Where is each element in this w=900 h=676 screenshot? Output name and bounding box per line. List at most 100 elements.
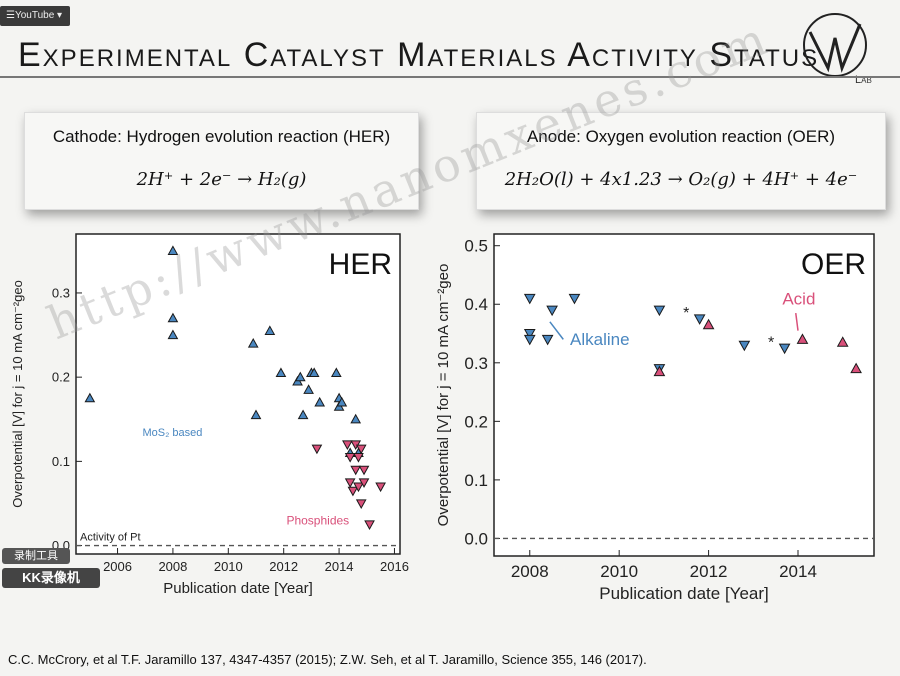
plot-frame (75, 233, 401, 555)
y-tick-label: 0.1 (52, 454, 70, 469)
acid-point (796, 333, 809, 344)
alkaline-point (546, 305, 558, 317)
phosphides-point (311, 444, 323, 455)
mos2-point (250, 409, 262, 420)
mos2-point (275, 367, 287, 378)
x-axis-label: Publication date [Year] (599, 584, 769, 603)
mos2-point (247, 337, 259, 348)
title-divider (0, 76, 900, 78)
y-tick-label: 0.1 (464, 471, 488, 490)
acid-arrow (795, 312, 799, 331)
y-tick-label: 0.3 (464, 354, 488, 373)
y-tick-label: 0.2 (52, 370, 70, 385)
alkaline-point (523, 334, 536, 346)
mos2-point (167, 312, 179, 323)
phosphides-point (344, 478, 356, 488)
asterisk-marker: * (768, 334, 774, 351)
mos2-point (330, 367, 342, 378)
chevron-down-icon: ▾ (57, 10, 63, 21)
alkaline-point (541, 334, 554, 346)
lab-logo (803, 13, 867, 77)
phosphides-point (375, 482, 386, 493)
mos2-point (294, 371, 306, 382)
y-tick-label: 0.2 (464, 412, 488, 431)
y-axis-label: Overpotential [V] for j = 10 mA cm⁻²geo (435, 264, 452, 527)
phosphides-point (364, 520, 375, 531)
phosphides-point (342, 440, 353, 451)
mos2-point (264, 325, 276, 335)
mos2-point (84, 392, 96, 403)
slide-title: Experimental Catalyst Materials Activity… (18, 36, 820, 74)
x-tick-label: 2016 (380, 559, 409, 574)
logo-circle (803, 13, 867, 77)
x-tick-label: 2010 (214, 559, 243, 574)
acid-point (702, 318, 715, 330)
phosphides-point (344, 453, 356, 463)
x-tick-label: 2008 (158, 559, 187, 574)
x-tick-label: 2010 (600, 562, 638, 581)
her-reaction-box: Cathode: Hydrogen evolution reaction (HE… (24, 112, 419, 210)
phosphides-point (353, 453, 364, 463)
phosphides-point (355, 499, 367, 510)
x-tick-label: 2012 (269, 559, 298, 574)
x-tick-label: 2006 (103, 559, 132, 574)
alkaline-point (693, 314, 706, 325)
mos2-point (336, 396, 348, 407)
alkaline-point (523, 293, 536, 305)
alkaline-annotation: Alkaline (570, 330, 630, 349)
alkaline-point (523, 329, 536, 340)
x-tick-label: 2014 (325, 559, 354, 574)
acid-point (836, 336, 849, 347)
mos2-annotation: MoS₂ based (142, 427, 202, 439)
x-tick-label: 2008 (511, 562, 549, 581)
mos2-point (297, 409, 309, 420)
alkaline-point (738, 340, 751, 352)
recorder-badge: 录制工具 (2, 548, 70, 564)
plot-frame (493, 233, 875, 557)
alkaline-point (778, 343, 791, 355)
phosphides-point (358, 478, 370, 488)
phosphides-point (358, 465, 370, 476)
chart-title: OER (801, 248, 866, 281)
y-tick-label: 0.0 (464, 529, 488, 548)
alkaline-point (568, 293, 581, 305)
acid-point (653, 365, 666, 377)
mos2-point (350, 413, 362, 424)
acid-point (850, 362, 862, 374)
y-tick-label: 0.5 (464, 237, 488, 256)
citation: C.C. McCrory, et al T.F. Jaramillo 137, … (8, 652, 647, 667)
oer-equation: 2H₂O(l) + 4x1.23 → O₂(g) + 4H⁺ + 4e⁻ (504, 169, 858, 190)
mos2-point (303, 384, 314, 394)
phosphides-point (353, 482, 364, 493)
mos2-point (167, 329, 179, 340)
oer-reaction-box: Anode: Oxygen evolution reaction (OER) 2… (476, 112, 886, 210)
reference-line-label: Activity of Pt (80, 532, 141, 544)
youtube-badge[interactable]: ☰YouTube ▾ (0, 6, 71, 26)
logo-mark (808, 23, 862, 73)
her-equation: 2H⁺ + 2e⁻ → H₂(g) (136, 169, 307, 190)
phosphides-annotation: Phosphides (286, 514, 349, 528)
her-box-title: Cathode: Hydrogen evolution reaction (HE… (52, 127, 391, 146)
oer-box-title: Anode: Oxygen evolution reaction (OER) (526, 127, 836, 146)
asterisk-marker: * (683, 305, 689, 322)
play-icon: ☰ (6, 10, 15, 21)
alkaline-point (653, 305, 666, 317)
alkaline-arrow (549, 321, 564, 340)
chart-title: HER (329, 248, 392, 281)
y-tick-label: 0.3 (52, 285, 70, 300)
mos2-point (167, 245, 179, 255)
y-tick-label: 0.4 (464, 295, 488, 314)
x-axis-label: Publication date [Year] (163, 580, 313, 597)
mos2-point (314, 396, 326, 407)
phosphides-point (355, 444, 367, 455)
mos2-point (308, 367, 320, 378)
recorder-logo: KK录像机 (2, 568, 100, 588)
oer-chart: 2008 2010 2012 2014 0.0 0.1 0.2 0.3 0.4 0.5 Public… (435, 233, 875, 603)
her-chart: 2006 2008 2010 2012 2014 20160.00.10.20.3Acti… (10, 233, 409, 597)
y-axis-label: Overpotential [V] for j = 10 mA cm⁻²geo (10, 280, 25, 508)
phosphides-point (347, 486, 359, 497)
acid-annotation: Acid (782, 289, 815, 308)
x-tick-label: 2014 (779, 562, 817, 581)
phosphides-point (350, 465, 362, 476)
x-tick-label: 2012 (690, 562, 728, 581)
